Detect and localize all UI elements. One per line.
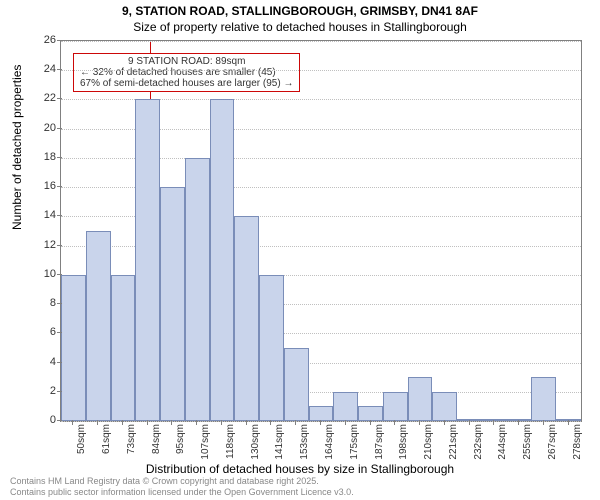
histogram-bar [185, 158, 210, 421]
x-tick-label: 141sqm [274, 424, 285, 460]
footer-line2: Contains public sector information licen… [10, 487, 354, 498]
x-tick-mark [221, 420, 222, 425]
x-tick-label: 255sqm [522, 424, 533, 460]
x-tick-label: 95sqm [175, 424, 186, 454]
x-tick-mark [518, 420, 519, 425]
x-tick-label: 164sqm [324, 424, 335, 460]
gridline [61, 421, 581, 422]
histogram-bar [432, 392, 457, 421]
annotation-box: 9 STATION ROAD: 89sqm ← 32% of detached … [73, 53, 300, 92]
y-tick-label: 24 [26, 63, 56, 75]
x-tick-mark [270, 420, 271, 425]
histogram-bar [61, 275, 86, 421]
y-tick-label: 10 [26, 268, 56, 280]
histogram-bar [234, 216, 259, 421]
gridline [61, 41, 581, 42]
x-tick-label: 221sqm [448, 424, 459, 460]
x-tick-label: 61sqm [101, 424, 112, 454]
x-tick-label: 198sqm [398, 424, 409, 460]
histogram-bar [210, 99, 235, 421]
annotation-larger: 67% of semi-detached houses are larger (… [80, 78, 293, 89]
footer-line1: Contains HM Land Registry data © Crown c… [10, 476, 354, 487]
y-tick-label: 22 [26, 92, 56, 104]
y-tick-label: 18 [26, 151, 56, 163]
x-tick-mark [370, 420, 371, 425]
y-axis-label: Number of detached properties [10, 65, 24, 230]
histogram-bar [408, 377, 433, 421]
histogram-bar [160, 187, 185, 421]
x-tick-label: 187sqm [374, 424, 385, 460]
plot-area: 9 STATION ROAD: 89sqm ← 32% of detached … [60, 40, 582, 422]
y-tick-label: 8 [26, 297, 56, 309]
x-tick-mark [320, 420, 321, 425]
y-tick-label: 26 [26, 34, 56, 46]
histogram-bar [531, 377, 556, 421]
x-tick-label: 175sqm [349, 424, 360, 460]
y-tick-label: 6 [26, 326, 56, 338]
footer-text: Contains HM Land Registry data © Crown c… [10, 476, 354, 498]
y-tick-label: 14 [26, 209, 56, 221]
x-tick-mark [246, 420, 247, 425]
gridline [61, 70, 581, 71]
y-tick-label: 4 [26, 356, 56, 368]
x-tick-mark [394, 420, 395, 425]
x-tick-label: 130sqm [250, 424, 261, 460]
x-tick-mark [444, 420, 445, 425]
x-tick-label: 107sqm [200, 424, 211, 460]
x-tick-mark [196, 420, 197, 425]
x-tick-mark [72, 420, 73, 425]
x-tick-mark [345, 420, 346, 425]
y-tick-label: 0 [26, 414, 56, 426]
histogram-bar [383, 392, 408, 421]
x-tick-label: 153sqm [299, 424, 310, 460]
y-tick-label: 20 [26, 122, 56, 134]
title-main: 9, STATION ROAD, STALLINGBOROUGH, GRIMSB… [0, 4, 600, 18]
x-tick-mark [97, 420, 98, 425]
x-tick-label: 267sqm [547, 424, 558, 460]
histogram-bar [86, 231, 111, 421]
title-sub: Size of property relative to detached ho… [0, 20, 600, 34]
histogram-bar [457, 419, 482, 421]
histogram-bar [333, 392, 358, 421]
x-tick-mark [295, 420, 296, 425]
histogram-bar [284, 348, 309, 421]
histogram-bar [309, 406, 334, 421]
x-tick-mark [469, 420, 470, 425]
x-tick-label: 84sqm [151, 424, 162, 454]
x-tick-mark [147, 420, 148, 425]
x-tick-label: 118sqm [225, 424, 236, 459]
y-tick-label: 2 [26, 385, 56, 397]
chart-container: 9, STATION ROAD, STALLINGBOROUGH, GRIMSB… [0, 0, 600, 500]
annotation-smaller: ← 32% of detached houses are smaller (45… [80, 67, 293, 78]
x-tick-label: 232sqm [473, 424, 484, 460]
histogram-bar [111, 275, 136, 421]
x-tick-label: 244sqm [497, 424, 508, 460]
x-axis-label: Distribution of detached houses by size … [0, 462, 600, 476]
histogram-bar [556, 419, 581, 421]
histogram-bar [135, 99, 160, 421]
histogram-bar [358, 406, 383, 421]
x-tick-label: 278sqm [572, 424, 583, 460]
y-tick-label: 16 [26, 180, 56, 192]
x-tick-mark [171, 420, 172, 425]
x-tick-mark [568, 420, 569, 425]
x-tick-mark [493, 420, 494, 425]
x-tick-mark [543, 420, 544, 425]
x-tick-mark [419, 420, 420, 425]
x-tick-mark [122, 420, 123, 425]
annotation-title: 9 STATION ROAD: 89sqm [80, 56, 293, 67]
x-tick-label: 73sqm [126, 424, 137, 454]
histogram-bar [259, 275, 284, 421]
x-tick-label: 210sqm [423, 424, 434, 460]
y-tick-label: 12 [26, 239, 56, 251]
x-tick-label: 50sqm [76, 424, 87, 454]
